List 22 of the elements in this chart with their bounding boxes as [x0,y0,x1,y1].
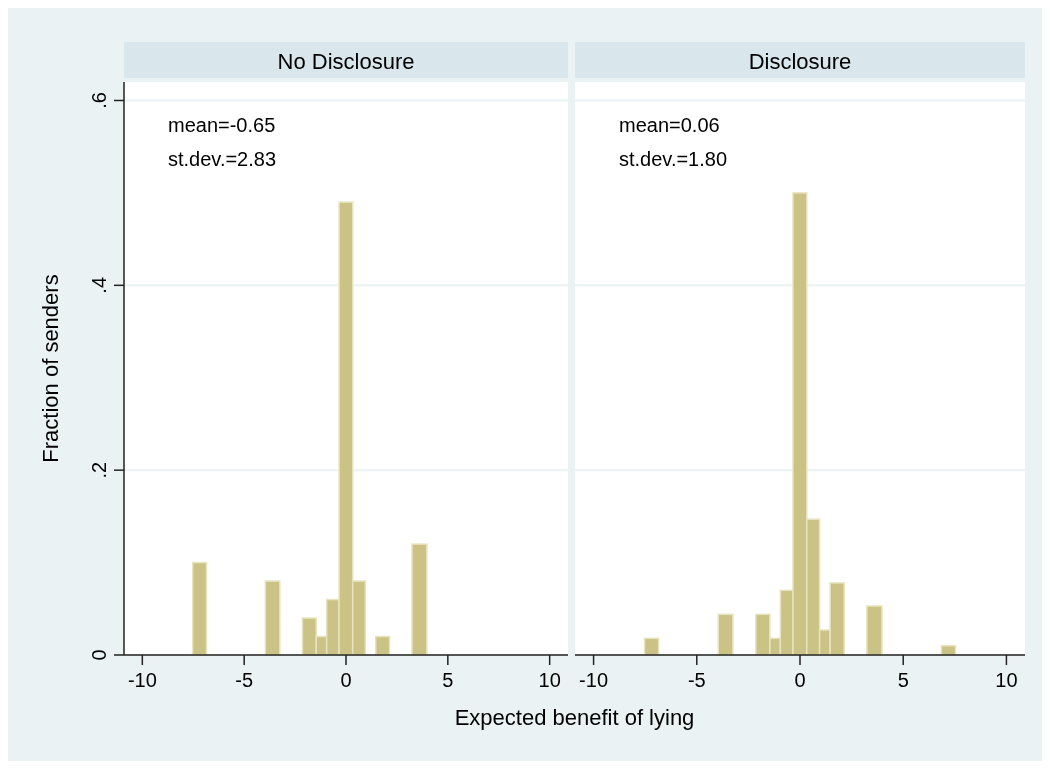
chart-title: Disclosure [748,49,852,74]
y-axis-title: Fraction of senders [38,274,63,463]
annotation: mean=0.06 [619,114,720,136]
x-tick-label: 0 [794,669,806,691]
y-tick-label: .4 [88,276,110,294]
x-tick-label: -5 [687,669,706,691]
x-tick-label: 10 [995,669,1018,691]
annotation: st.dev.=1.80 [619,148,728,170]
chart-title: No Disclosure [277,49,415,74]
x-tick-label: -10 [127,669,157,691]
x-tick-label: 5 [897,669,909,691]
x-axis-title: Expected benefit of lying [454,705,695,730]
y-tick-label: .6 [88,92,110,109]
y-tick-label: .2 [88,461,110,479]
x-tick-label: 0 [340,669,352,691]
x-tick-label: 10 [538,669,561,691]
annotation: st.dev.=2.83 [168,148,277,170]
y-tick-label: 0 [88,649,110,661]
x-tick-label: -5 [235,669,254,691]
annotation: mean=-0.65 [168,114,276,136]
x-tick-label: -10 [579,669,609,691]
x-tick-label: 5 [442,669,454,691]
